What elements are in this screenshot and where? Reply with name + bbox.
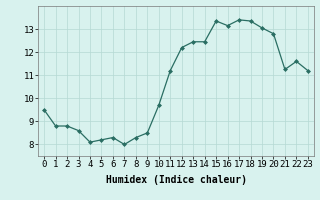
X-axis label: Humidex (Indice chaleur): Humidex (Indice chaleur) [106,175,246,185]
